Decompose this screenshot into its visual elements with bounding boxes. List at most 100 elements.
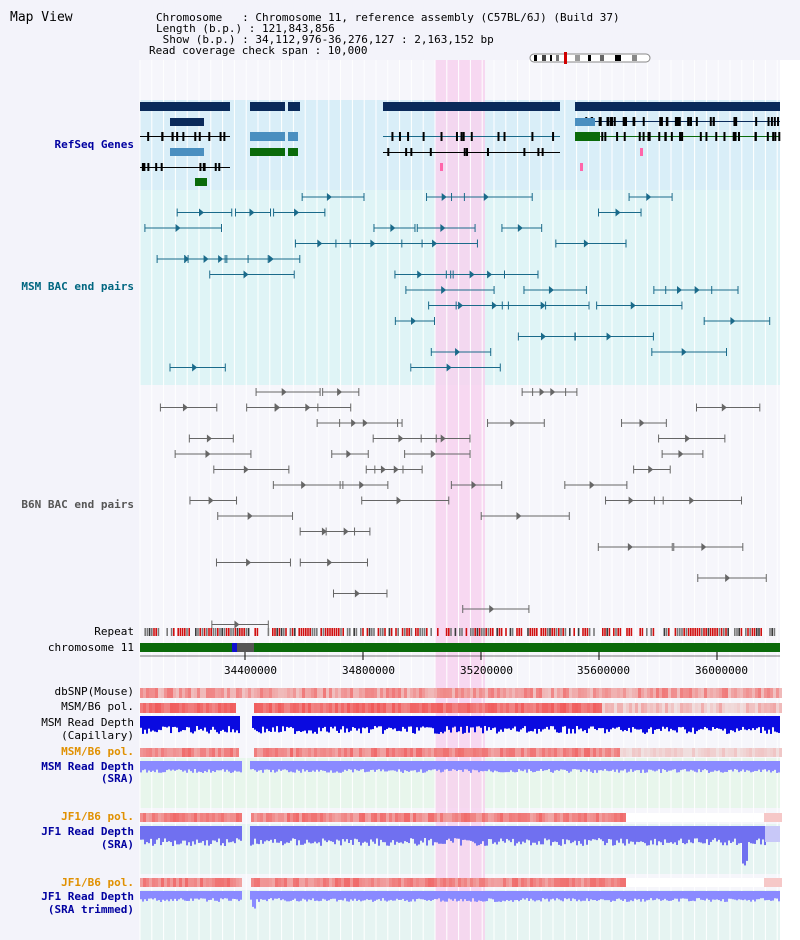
jf1-depth-bar — [168, 826, 170, 842]
jf1-pol-trim-cell — [566, 878, 569, 887]
jf1-depth-bar — [224, 826, 226, 846]
msm-pol-sra-cell — [413, 748, 416, 757]
jf1-depth-bar — [662, 826, 664, 845]
msm-depth-sra-bar — [402, 761, 404, 773]
msm-depth-sra-bar — [602, 761, 604, 771]
jf1-depth-bar — [454, 826, 456, 839]
jf1-pol-1-label[interactable]: JF1/B6 pol. — [61, 810, 134, 823]
msm-depth-capillary-bar — [212, 716, 214, 727]
jf1-depth-bar — [502, 826, 504, 842]
jf1-depth-trim-bar — [610, 891, 612, 902]
jf1-depth-trim-bar — [314, 891, 316, 901]
jf1-pol-cell — [743, 813, 746, 822]
dbsnp-cell — [266, 688, 269, 698]
msm-depth-capillary-bar — [514, 716, 516, 727]
jf1-depth-bar — [684, 826, 686, 845]
msm-pol-sra-cell — [470, 748, 473, 757]
refseq-track-label[interactable]: RefSeq Genes — [54, 138, 134, 151]
msm-pol-cell — [317, 703, 320, 713]
dbsnp-cell — [164, 688, 167, 698]
msm-depth-capillary-bar — [184, 716, 186, 731]
repeat-element — [397, 628, 399, 636]
msm-pol-cell — [638, 703, 641, 713]
dbsnp-cell — [404, 688, 407, 698]
msm-bac-track-label[interactable]: MSM BAC end pairs — [21, 280, 134, 293]
refseq-exon — [218, 163, 221, 171]
msm-pol-sra-cell — [461, 748, 464, 757]
msm-pol-sra-cell — [494, 748, 497, 757]
dbsnp-cell — [680, 688, 683, 698]
jf1-depth-bar — [304, 826, 306, 844]
jf1-depth-trim-bar — [294, 891, 296, 899]
repeat-element — [184, 628, 186, 636]
jf1-pol-cell — [566, 813, 569, 822]
repeat-element — [485, 628, 487, 636]
msm-depth-capillary-bar — [178, 716, 180, 733]
msm-pol-sra-cell — [329, 748, 332, 757]
jf1-depth-bar — [268, 826, 270, 842]
msm-depth-sra-bar — [702, 761, 704, 771]
msm-depth-sra-bar — [478, 761, 480, 773]
msm-depth-sra-label[interactable]: MSM Read Depth — [41, 760, 134, 773]
jf1-pol-cell — [536, 813, 539, 822]
refseq-exon — [660, 117, 663, 126]
msm-depth-capillary-label[interactable]: MSM Read Depth — [41, 716, 134, 729]
msm-depth-capillary-bar — [680, 716, 682, 728]
jf1-pol-trim-cell — [170, 878, 173, 887]
jf1-depth-trim-bar — [396, 891, 398, 899]
jf1-depth-bar — [378, 826, 380, 846]
msm-depth-capillary-bar — [232, 716, 234, 730]
msm-pol-sra-cell — [596, 748, 599, 757]
dbsnp-cell — [530, 688, 533, 698]
jf1-depth-bar — [720, 826, 722, 843]
msm-depth-sra-bar — [718, 761, 720, 771]
jf1-pol-trim-cell — [320, 878, 323, 887]
b6n-bac-track-label[interactable]: B6N BAC end pairs — [21, 498, 134, 511]
msm-b6-pol-sra-label[interactable]: MSM/B6 pol. — [61, 745, 134, 758]
jf1-depth-2-label[interactable]: JF1 Read Depth — [41, 890, 134, 903]
msm-b6-pol-track-label[interactable]: MSM/B6 pol. — [61, 700, 134, 713]
repeat-track-label: Repeat — [94, 625, 134, 638]
msm-depth-sra-bar — [672, 761, 674, 770]
dbsnp-cell — [233, 688, 236, 698]
jf1-pol-cell — [182, 813, 185, 822]
jf1-depth-1-label[interactable]: JF1 Read Depth — [41, 825, 134, 838]
msm-depth-capillary-bar — [736, 716, 738, 729]
msm-depth-sra-bar — [668, 761, 670, 771]
repeat-element — [404, 628, 406, 636]
msm-depth-sra-bar — [522, 761, 524, 772]
msm-depth-sra-bar — [420, 761, 422, 770]
jf1-depth-trim-bar — [526, 891, 528, 899]
jf1-depth-1-sub: (SRA) — [100, 838, 134, 851]
dbsnp-cell — [518, 688, 521, 698]
jf1-depth-trim-bar — [690, 891, 692, 901]
jf1-depth-trim-bar — [600, 891, 602, 900]
jf1-pol-cell — [302, 813, 305, 822]
jf1-pol-trim-cell — [704, 878, 707, 887]
jf1-pol-cell — [776, 813, 779, 822]
jf1-depth-trim-bar — [534, 891, 536, 902]
jf1-pol-cell — [596, 813, 599, 822]
msm-pol-sra-cell — [578, 748, 581, 757]
jf1-pol-cell — [266, 813, 269, 822]
jf1-pol-2-label[interactable]: JF1/B6 pol. — [61, 876, 134, 889]
msm-depth-capillary-bar — [616, 716, 618, 728]
msm-pol-cell — [518, 703, 521, 713]
msm-pol-cell — [647, 703, 650, 713]
msm-depth-capillary-bar — [694, 716, 696, 734]
msm-depth-sra-bar — [304, 761, 306, 772]
dbsnp-track-label[interactable]: dbSNP(Mouse) — [54, 685, 134, 698]
repeat-element — [472, 628, 474, 636]
msm-bac-pair — [432, 239, 438, 248]
msm-depth-capillary-bar — [726, 716, 728, 734]
jf1-depth-trim-bar — [234, 891, 236, 900]
jf1-pol-cell — [506, 813, 509, 822]
msm-depth-capillary-bar — [192, 716, 194, 734]
msm-pol-sra-cell — [182, 748, 185, 757]
repeat-element — [316, 628, 318, 636]
jf1-depth-bar — [550, 826, 552, 846]
jf1-depth-trim-bar — [688, 891, 690, 902]
jf1-pol-cell — [425, 813, 428, 822]
msm-pol-sra-cell — [533, 748, 536, 757]
